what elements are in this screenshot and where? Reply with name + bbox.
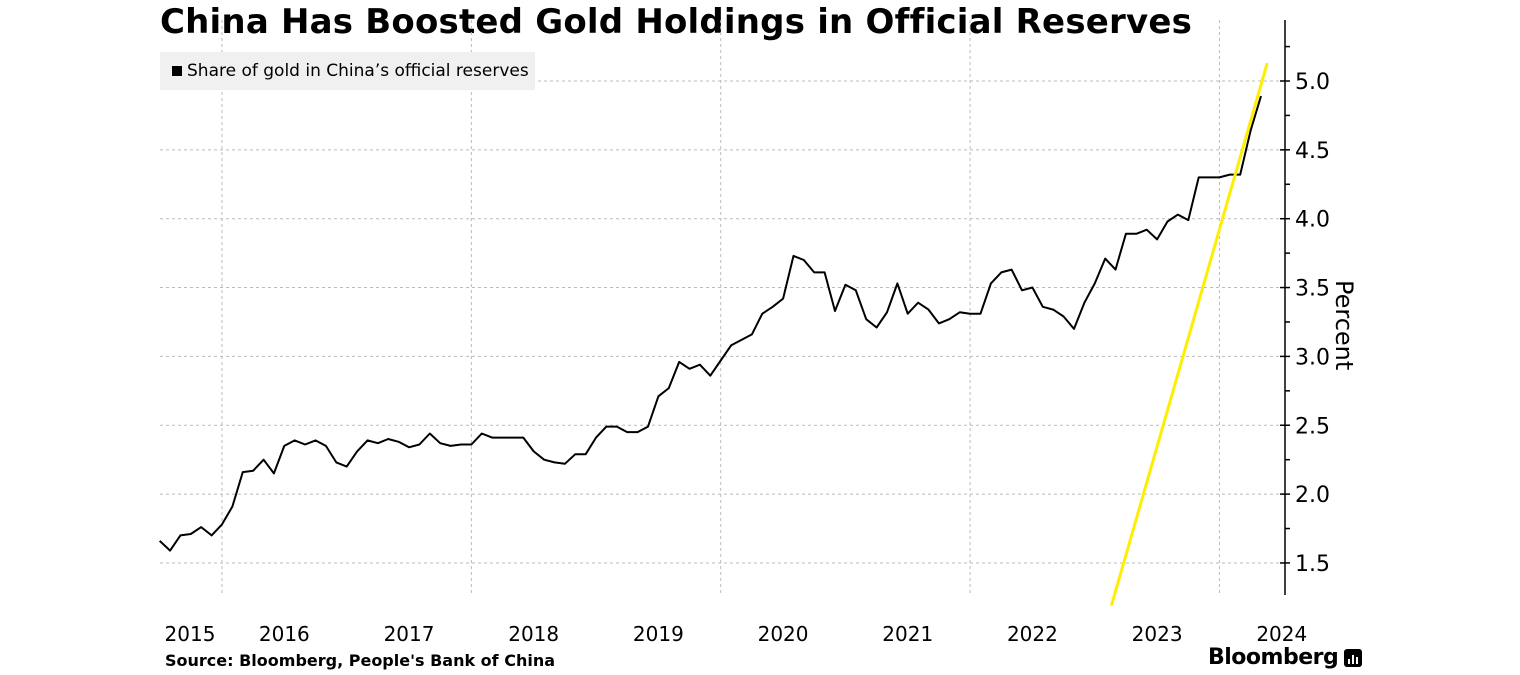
chart-title: China Has Boosted Gold Holdings in Offic… <box>160 2 1193 42</box>
y-tick-label: 2.0 <box>1295 483 1330 508</box>
x-tick-label: 2024 <box>1256 622 1307 646</box>
legend-label: Share of gold in China’s official reserv… <box>187 61 529 81</box>
source-note: Source: Bloomberg, People's Bank of Chin… <box>165 651 556 670</box>
x-tick-label: 2016 <box>259 622 310 646</box>
x-tick-label: 2018 <box>508 622 559 646</box>
legend: Share of gold in China’s official reserv… <box>160 52 535 90</box>
y-tick-label: 1.5 <box>1295 552 1330 577</box>
y-tick-label: 4.0 <box>1295 208 1330 233</box>
bloomberg-logo: Bloomberg <box>1208 645 1363 670</box>
brand-name: Bloomberg <box>1208 645 1339 670</box>
y-tick-label: 5.0 <box>1295 70 1330 95</box>
y-tick-label: 3.5 <box>1295 277 1330 302</box>
x-tick-label: 2015 <box>165 622 216 646</box>
y-tick-label: 3.0 <box>1295 345 1330 370</box>
legend-swatch <box>172 66 182 76</box>
x-tick-label: 2021 <box>882 622 933 646</box>
x-tick-label: 2023 <box>1132 622 1183 646</box>
x-tick-label: 2019 <box>633 622 684 646</box>
series-line-gold-share <box>159 95 1262 552</box>
y-tick-label: 4.5 <box>1295 139 1330 164</box>
y-tick-label: 2.5 <box>1295 414 1330 439</box>
x-tick-label: 2017 <box>384 622 435 646</box>
bloomberg-chart-icon <box>1344 648 1363 667</box>
yellow-trend-annotation <box>1109 62 1269 607</box>
x-tick-label: 2020 <box>758 622 809 646</box>
y-axis-label: Percent <box>1330 280 1358 370</box>
x-tick-label: 2022 <box>1007 622 1058 646</box>
